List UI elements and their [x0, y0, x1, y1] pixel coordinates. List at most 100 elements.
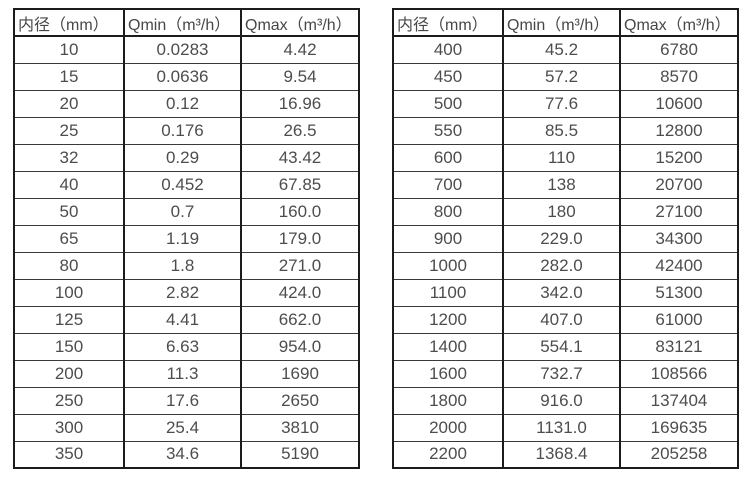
qmin-cell: 6.63: [123, 332, 242, 361]
table-row: 2000 1131.0 169635: [392, 413, 739, 442]
qmax-cell: 108566: [619, 359, 739, 388]
qmin-cell: 45.2: [502, 35, 621, 64]
qmin-cell: 34.6: [123, 440, 242, 469]
table-row: 15 0.0636 9.54: [13, 62, 360, 91]
table-row: 80 1.8 271.0: [13, 251, 360, 280]
qmax-cell: 169635: [619, 413, 739, 442]
table-row: 150 6.63 954.0: [13, 332, 360, 361]
table-row: 200 11.3 1690: [13, 359, 360, 388]
header-row: 内径（mm） Qmin（m³/h） Qmax（m³/h）: [13, 8, 360, 37]
qmin-cell: 4.41: [123, 305, 242, 334]
diameter-cell: 250: [13, 386, 125, 415]
diameter-cell: 1400: [392, 332, 504, 361]
qmin-cell: 282.0: [502, 251, 621, 280]
table-row: 1400 554.1 83121: [392, 332, 739, 361]
diameter-cell: 20: [13, 89, 125, 118]
qmax-cell: 160.0: [240, 197, 360, 226]
column-header: 内径（mm）: [13, 8, 125, 37]
diameter-cell: 700: [392, 170, 504, 199]
qmax-cell: 6780: [619, 35, 739, 64]
qmin-cell: 732.7: [502, 359, 621, 388]
qmax-cell: 20700: [619, 170, 739, 199]
header-row: 内径（mm） Qmin（m³/h） Qmax（m³/h）: [392, 8, 739, 37]
table-row: 400 45.2 6780: [392, 35, 739, 64]
qmin-cell: 0.12: [123, 89, 242, 118]
table-row: 1600 732.7 108566: [392, 359, 739, 388]
table-row: 1100 342.0 51300: [392, 278, 739, 307]
diameter-cell: 500: [392, 89, 504, 118]
column-header: Qmin（m³/h）: [502, 8, 621, 37]
diameter-cell: 300: [13, 413, 125, 442]
table-row: 2200 1368.4 205258: [392, 440, 739, 469]
qmin-cell: 77.6: [502, 89, 621, 118]
diameter-cell: 1800: [392, 386, 504, 415]
qmin-cell: 1.8: [123, 251, 242, 280]
qmin-cell: 229.0: [502, 224, 621, 253]
diameter-cell: 450: [392, 62, 504, 91]
diameter-cell: 15: [13, 62, 125, 91]
diameter-cell: 350: [13, 440, 125, 469]
qmax-cell: 15200: [619, 143, 739, 172]
column-header: Qmax（m³/h）: [619, 8, 739, 37]
table-body: 10 0.0283 4.42 15 0.0636 9.54 20 0.12 16.96 25 0.1…: [13, 35, 360, 469]
qmin-cell: 57.2: [502, 62, 621, 91]
qmin-cell: 342.0: [502, 278, 621, 307]
table-row: 600 110 15200: [392, 143, 739, 172]
diameter-cell: 100: [13, 278, 125, 307]
qmax-cell: 205258: [619, 440, 739, 469]
qmin-cell: 407.0: [502, 305, 621, 334]
table-row: 300 25.4 3810: [13, 413, 360, 442]
qmax-cell: 2650: [240, 386, 360, 415]
qmin-cell: 0.29: [123, 143, 242, 172]
diameter-cell: 2000: [392, 413, 504, 442]
qmin-cell: 180: [502, 197, 621, 226]
diameter-cell: 200: [13, 359, 125, 388]
column-header: 内径（mm）: [392, 8, 504, 37]
table-row: 350 34.6 5190: [13, 440, 360, 469]
qmax-cell: 1690: [240, 359, 360, 388]
qmin-cell: 0.7: [123, 197, 242, 226]
column-header: Qmin（m³/h）: [123, 8, 242, 37]
table-row: 1200 407.0 61000: [392, 305, 739, 334]
qmin-cell: 916.0: [502, 386, 621, 415]
qmin-cell: 1.19: [123, 224, 242, 253]
qmin-cell: 138: [502, 170, 621, 199]
table-row: 10 0.0283 4.42: [13, 35, 360, 64]
qmin-cell: 85.5: [502, 116, 621, 145]
qmin-cell: 17.6: [123, 386, 242, 415]
qmax-cell: 8570: [619, 62, 739, 91]
table-row: 550 85.5 12800: [392, 116, 739, 145]
qmax-cell: 4.42: [240, 35, 360, 64]
diameter-cell: 550: [392, 116, 504, 145]
diameter-cell: 600: [392, 143, 504, 172]
diameter-cell: 400: [392, 35, 504, 64]
diameter-cell: 65: [13, 224, 125, 253]
diameter-cell: 150: [13, 332, 125, 361]
qmin-cell: 25.4: [123, 413, 242, 442]
qmax-cell: 27100: [619, 197, 739, 226]
qmax-cell: 424.0: [240, 278, 360, 307]
diameter-cell: 32: [13, 143, 125, 172]
qmax-cell: 34300: [619, 224, 739, 253]
diameter-cell: 900: [392, 224, 504, 253]
table-row: 450 57.2 8570: [392, 62, 739, 91]
diameter-cell: 40: [13, 170, 125, 199]
diameter-cell: 2200: [392, 440, 504, 469]
table-row: 1800 916.0 137404: [392, 386, 739, 415]
qmax-cell: 51300: [619, 278, 739, 307]
qmax-cell: 954.0: [240, 332, 360, 361]
flow-spec-table-large-diameters: 内径（mm） Qmin（m³/h） Qmax（m³/h） 400 45.2 6780 45…: [392, 8, 739, 469]
table-row: 32 0.29 43.42: [13, 143, 360, 172]
qmin-cell: 11.3: [123, 359, 242, 388]
table-row: 25 0.176 26.5: [13, 116, 360, 145]
qmax-cell: 61000: [619, 305, 739, 334]
column-header: Qmax（m³/h）: [240, 8, 360, 37]
table-row: 20 0.12 16.96: [13, 89, 360, 118]
qmin-cell: 554.1: [502, 332, 621, 361]
diameter-cell: 10: [13, 35, 125, 64]
table-row: 500 77.6 10600: [392, 89, 739, 118]
qmax-cell: 83121: [619, 332, 739, 361]
qmax-cell: 271.0: [240, 251, 360, 280]
qmax-cell: 42400: [619, 251, 739, 280]
